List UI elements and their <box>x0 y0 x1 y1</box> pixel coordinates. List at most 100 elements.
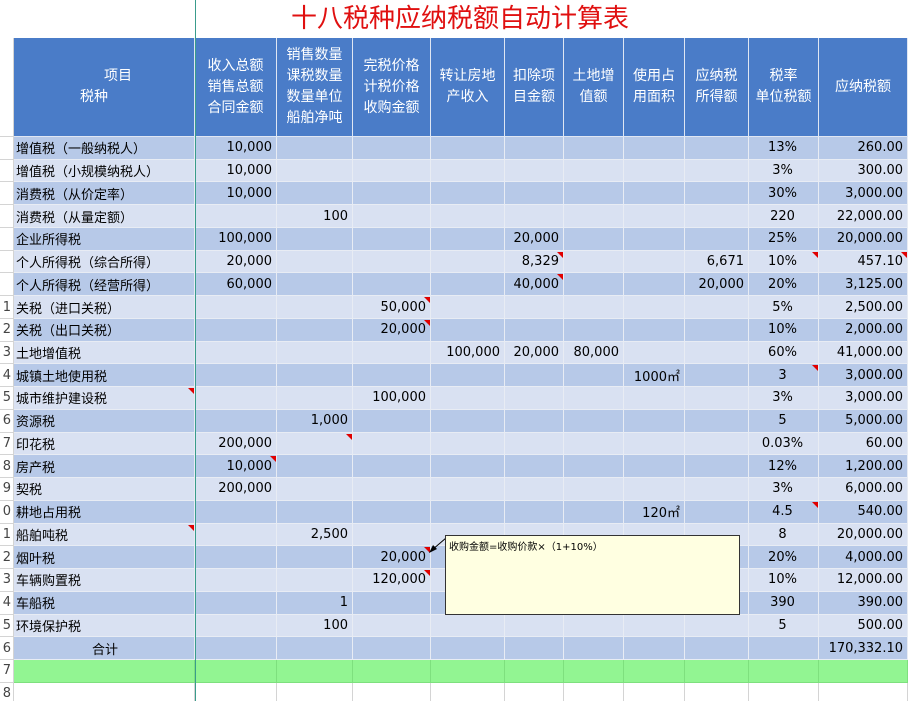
data-cell <box>505 614 564 638</box>
empty-cell <box>353 682 431 701</box>
empty-cell <box>195 682 277 701</box>
row-number: 5 <box>0 387 14 410</box>
data-cell <box>431 205 505 228</box>
data-cell <box>685 432 749 456</box>
row-number: 8 <box>0 682 14 701</box>
row-number <box>0 205 14 228</box>
data-cell <box>277 637 353 660</box>
row-label: 城镇土地使用税 <box>14 364 195 388</box>
data-cell: 10,000 <box>195 455 277 479</box>
row-label: 烟叶税 <box>14 546 195 570</box>
data-cell <box>564 159 624 183</box>
comment-indicator <box>424 319 430 326</box>
comment-indicator <box>188 388 194 395</box>
data-cell <box>564 478 624 501</box>
data-cell <box>431 478 505 501</box>
data-cell <box>505 387 564 410</box>
data-cell <box>277 478 353 501</box>
data-cell <box>564 318 624 342</box>
data-cell: 10,000 <box>195 182 277 206</box>
empty-cell <box>505 682 564 701</box>
data-cell: 100,000 <box>431 341 505 365</box>
row-number: 1 <box>0 523 14 547</box>
comment-indicator <box>188 524 194 531</box>
data-cell <box>505 409 564 433</box>
comment-indicator <box>346 433 352 440</box>
data-cell: 20,000.00 <box>819 227 908 251</box>
row-number <box>0 273 14 297</box>
row-label: 船舶吨税 <box>14 523 195 547</box>
data-cell: 200,000 <box>195 478 277 501</box>
highlight-cell <box>749 660 819 683</box>
comment-indicator <box>557 274 563 281</box>
comment-indicator <box>424 570 430 577</box>
row-number <box>0 38 14 137</box>
data-cell <box>624 159 685 183</box>
data-cell: 100,000 <box>353 387 431 410</box>
header-line: 所得额 <box>695 89 738 105</box>
data-cell <box>353 205 431 228</box>
header-line: 值额 <box>579 89 608 105</box>
row-number: 8 <box>0 455 14 479</box>
data-cell <box>353 614 431 638</box>
data-cell <box>564 250 624 274</box>
data-cell <box>505 478 564 501</box>
data-cell: 120,000 <box>353 569 431 592</box>
header-line: 项目 <box>104 68 132 84</box>
data-cell: 120㎡ <box>624 500 685 524</box>
data-cell: 4.5 <box>749 500 819 524</box>
data-cell <box>685 182 749 206</box>
row-number: 2 <box>0 318 14 342</box>
row-number <box>0 227 14 251</box>
data-cell: 50,000 <box>353 296 431 319</box>
highlight-cell <box>277 660 353 683</box>
column-header: 收入总额 销售总额 合同金额 <box>195 38 277 137</box>
data-cell <box>685 296 749 319</box>
data-cell: 10% <box>749 318 819 342</box>
data-cell <box>564 637 624 660</box>
data-cell: 100 <box>277 614 353 638</box>
data-cell <box>624 409 685 433</box>
data-cell <box>353 591 431 615</box>
data-cell <box>624 614 685 638</box>
data-cell <box>685 500 749 524</box>
data-cell <box>685 614 749 638</box>
freeze-line <box>195 0 196 701</box>
data-cell <box>195 569 277 592</box>
data-cell <box>277 159 353 183</box>
data-cell: 390.00 <box>819 591 908 615</box>
data-cell <box>624 296 685 319</box>
data-cell <box>624 455 685 479</box>
row-number: 0 <box>0 500 14 524</box>
data-cell <box>505 500 564 524</box>
data-cell <box>277 387 353 410</box>
data-cell <box>685 227 749 251</box>
data-cell: 80,000 <box>564 341 624 365</box>
empty-cell <box>277 682 353 701</box>
data-cell <box>431 159 505 183</box>
row-number: 9 <box>0 478 14 501</box>
data-cell <box>624 227 685 251</box>
data-cell <box>277 318 353 342</box>
row-label: 车船税 <box>14 591 195 615</box>
data-cell: 60% <box>749 341 819 365</box>
data-cell: 4,000.00 <box>819 546 908 570</box>
data-cell <box>749 637 819 660</box>
data-cell <box>353 478 431 501</box>
data-cell <box>685 205 749 228</box>
highlight-cell <box>353 660 431 683</box>
data-cell <box>505 432 564 456</box>
data-cell <box>277 455 353 479</box>
data-cell <box>431 250 505 274</box>
row-label: 土地增值税 <box>14 341 195 365</box>
data-cell: 10,000 <box>195 137 277 160</box>
data-cell <box>624 182 685 206</box>
data-cell <box>277 250 353 274</box>
data-cell <box>353 409 431 433</box>
data-cell: 5% <box>749 296 819 319</box>
data-cell: 20% <box>749 546 819 570</box>
row-number: 6 <box>0 409 14 433</box>
highlight-cell <box>431 660 505 683</box>
highlight-cell <box>685 660 749 683</box>
data-cell <box>624 205 685 228</box>
